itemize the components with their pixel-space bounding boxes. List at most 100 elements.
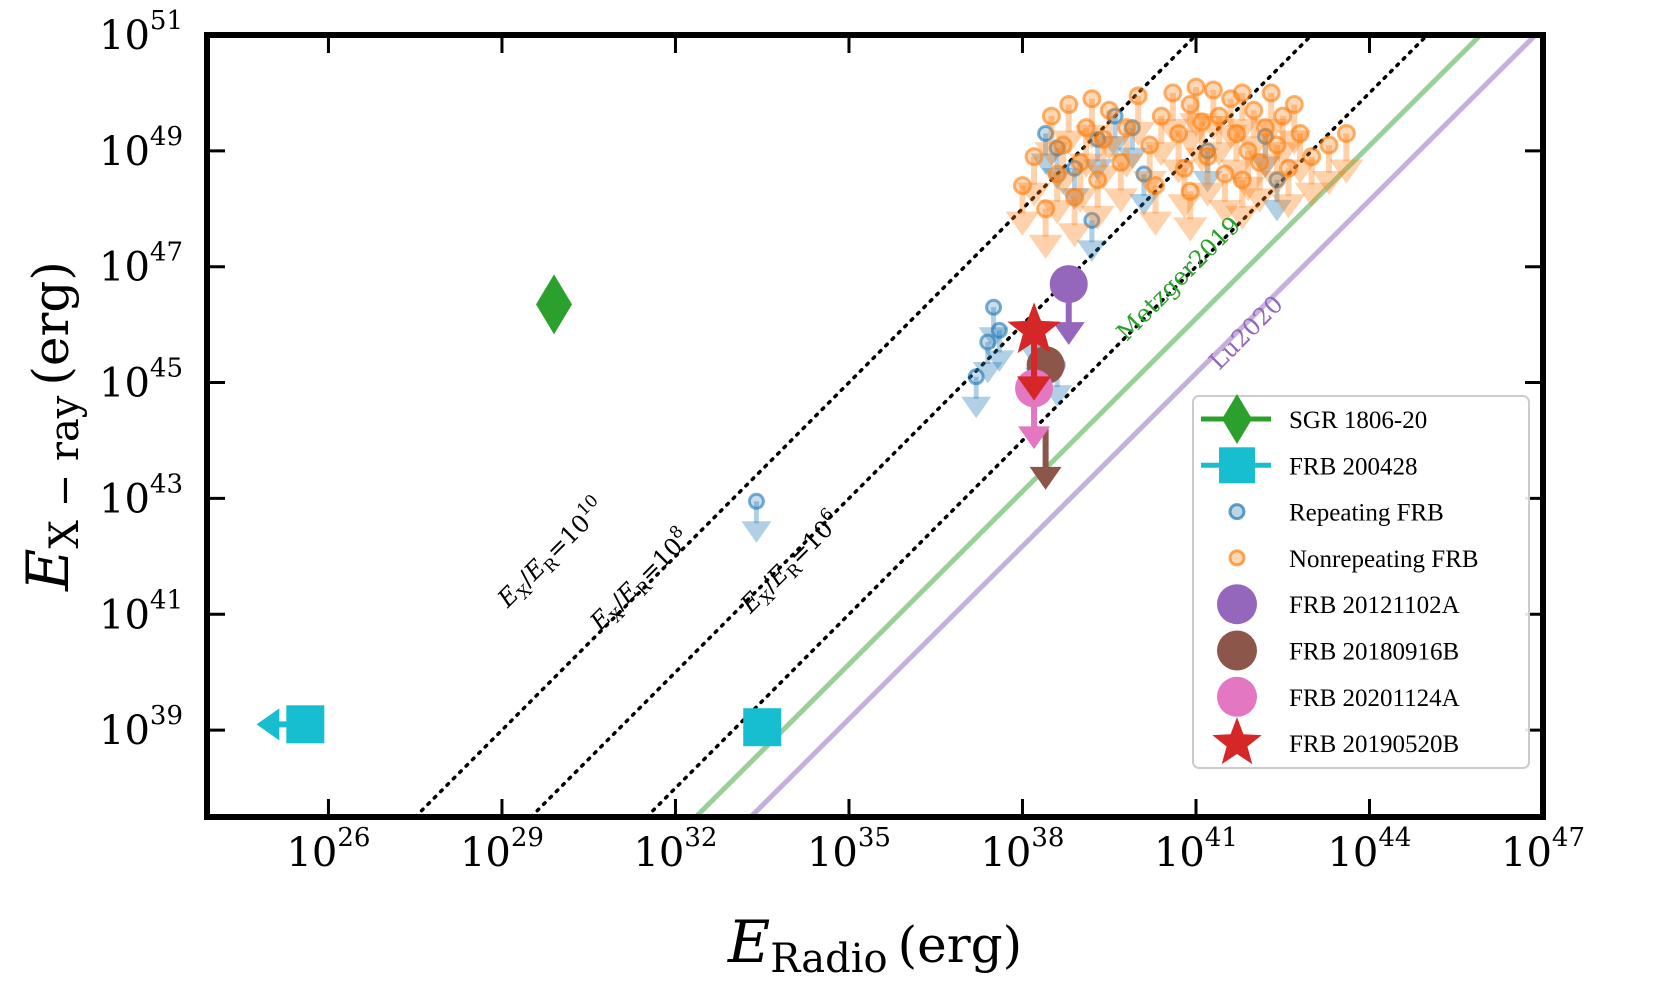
upper-limit-arrow bbox=[1207, 200, 1242, 225]
legend-marker bbox=[1219, 447, 1255, 484]
upper-limit-arrow bbox=[972, 362, 1003, 384]
x-tick-label: 1038 bbox=[980, 823, 1064, 876]
upper-limit-arrow bbox=[1045, 171, 1080, 196]
legend-label: FRB 20180916B bbox=[1289, 639, 1459, 666]
upper-limit-arrow bbox=[1082, 159, 1113, 181]
legend-marker bbox=[1222, 394, 1252, 444]
x-tick-label: 1029 bbox=[460, 823, 544, 876]
upper-limit-arrow bbox=[1028, 234, 1063, 259]
legend-marker bbox=[1217, 630, 1257, 671]
upper-limit-arrow bbox=[1225, 118, 1260, 144]
data-point bbox=[747, 492, 765, 510]
y-tick-label: 1047 bbox=[99, 238, 183, 291]
data-point bbox=[1244, 100, 1264, 120]
data-point bbox=[1209, 106, 1229, 126]
y-tick-label: 1041 bbox=[99, 585, 183, 638]
upper-limit-arrow bbox=[1086, 165, 1121, 190]
legend-item: Nonrepeating FRB bbox=[1228, 546, 1479, 573]
upper-limit-arrow bbox=[1265, 142, 1300, 167]
upper-limit-arrow bbox=[1040, 200, 1075, 225]
data-point bbox=[1049, 265, 1088, 304]
data-point bbox=[1180, 95, 1200, 115]
upper-limit-arrow bbox=[1005, 211, 1040, 236]
upper-limit-arrow bbox=[1017, 182, 1052, 207]
data-point bbox=[1186, 77, 1206, 97]
y-tick-label: 1045 bbox=[99, 354, 183, 407]
upper-limit-arrow bbox=[1144, 142, 1179, 167]
model-line bbox=[748, 35, 1538, 817]
data-point bbox=[1065, 187, 1085, 207]
ratio-line bbox=[529, 35, 1314, 817]
legend-label: FRB 200428 bbox=[1289, 453, 1418, 480]
legend-item: FRB 20201124A bbox=[1217, 676, 1460, 717]
data-point bbox=[1012, 176, 1032, 196]
data-point bbox=[1232, 83, 1252, 103]
upper-limit-arrow bbox=[1029, 466, 1062, 490]
data-point bbox=[1036, 199, 1056, 219]
legend-item: FRB 200428 bbox=[1201, 447, 1418, 484]
upper-limit-arrow bbox=[1121, 121, 1156, 146]
legend-marker bbox=[1228, 549, 1246, 567]
upper-limit-arrow bbox=[984, 350, 1015, 372]
legend-item: FRB 20121102A bbox=[1217, 584, 1460, 625]
data-point bbox=[1024, 147, 1044, 167]
data-point bbox=[1279, 158, 1299, 178]
y-tick-label: 1051 bbox=[99, 6, 183, 59]
data-point bbox=[985, 298, 1003, 316]
upper-limit-arrow bbox=[1018, 426, 1051, 450]
data-point bbox=[1135, 165, 1153, 183]
upper-limit-arrow bbox=[1271, 194, 1306, 219]
upper-limit-arrow bbox=[1052, 322, 1085, 345]
x-axis-title: ERadio (erg) bbox=[727, 908, 1022, 982]
upper-limit-arrow bbox=[1051, 130, 1086, 155]
y-tick-label: 1043 bbox=[99, 469, 183, 522]
upper-limit-arrow bbox=[1312, 171, 1347, 196]
data-point bbox=[1268, 171, 1286, 189]
data-point bbox=[1083, 211, 1101, 229]
legend-label: FRB 20190520B bbox=[1289, 731, 1459, 758]
data-point bbox=[1226, 123, 1246, 143]
upper-limit-arrow bbox=[1069, 153, 1104, 178]
upper-limit-arrow bbox=[1034, 142, 1069, 167]
y-tick-label: 1049 bbox=[99, 122, 183, 175]
x-tick-label: 1026 bbox=[286, 823, 370, 876]
data-point bbox=[967, 368, 985, 386]
tick-labels: 1026 1029 1032 1035 1038 1041 1044 1047 1039 1041… bbox=[99, 6, 1585, 876]
legend-label: Nonrepeating FRB bbox=[1289, 546, 1479, 573]
plot-frame bbox=[204, 32, 1546, 820]
upper-limit-arrow bbox=[1128, 194, 1159, 216]
upper-limit-arrow bbox=[1080, 205, 1115, 230]
data-point bbox=[1267, 135, 1287, 155]
upper-limit-arrow bbox=[1294, 182, 1329, 207]
upper-limit-arrow bbox=[1173, 217, 1208, 242]
series-sgr-1806-20 bbox=[536, 274, 573, 335]
data-point bbox=[1117, 118, 1137, 138]
legend-label: FRB 20201124A bbox=[1289, 685, 1460, 712]
upper-limit-arrow bbox=[978, 327, 1009, 349]
series-frb-20190520b bbox=[1007, 302, 1061, 401]
data-point bbox=[1146, 176, 1166, 196]
upper-limit-arrow bbox=[1100, 136, 1131, 158]
data-point bbox=[1093, 129, 1113, 149]
legend: SGR 1806-20 FRB 200428 Repeating FRB Nonrep… bbox=[1192, 394, 1530, 769]
data-points bbox=[256, 77, 1364, 747]
ratio-line-label: EX/ER=108 bbox=[581, 522, 699, 641]
upper-limit-arrow bbox=[256, 708, 280, 741]
upper-limit-arrow bbox=[1236, 136, 1271, 161]
upper-limit-arrow bbox=[1030, 153, 1061, 175]
data-point bbox=[1151, 106, 1171, 126]
data-point bbox=[1215, 164, 1235, 184]
upper-limit-arrow bbox=[1231, 176, 1266, 201]
x-tick-label: 1044 bbox=[1327, 823, 1411, 876]
data-point bbox=[1198, 147, 1218, 167]
model-lines bbox=[693, 35, 1538, 817]
upper-limit-arrow bbox=[1225, 205, 1260, 230]
ratio-line bbox=[413, 35, 1198, 817]
data-point bbox=[1261, 83, 1281, 103]
x-tick-label: 1035 bbox=[807, 823, 891, 876]
data-point bbox=[536, 274, 573, 335]
data-point bbox=[743, 708, 782, 747]
data-point bbox=[1070, 152, 1090, 172]
data-point bbox=[1053, 135, 1073, 155]
